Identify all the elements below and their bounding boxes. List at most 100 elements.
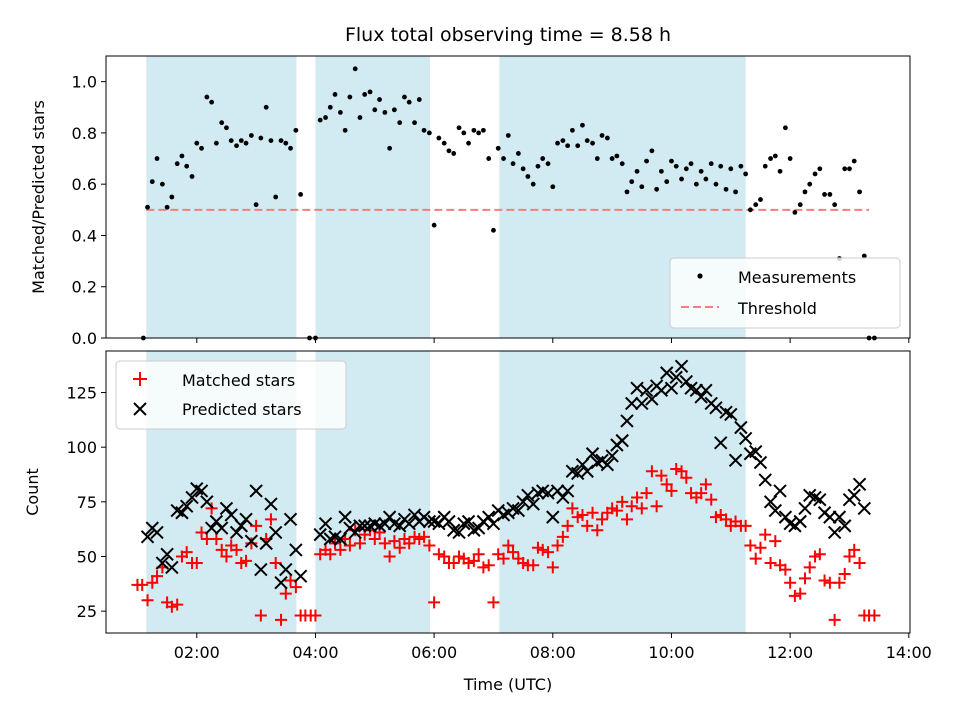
predicted-star-point bbox=[482, 510, 496, 524]
predicted-star-point bbox=[605, 449, 619, 463]
matched-star-point bbox=[868, 609, 881, 622]
top-plot-frame bbox=[105, 55, 911, 339]
measurement-point bbox=[426, 130, 432, 136]
matched-star-point bbox=[527, 559, 540, 572]
x-axis-label: Time (UTC) bbox=[463, 675, 552, 694]
predicted-star-point bbox=[724, 407, 738, 422]
measurement-point bbox=[753, 202, 759, 208]
measurement-point bbox=[372, 107, 378, 113]
matched-star-point bbox=[749, 552, 762, 565]
matched-star-point bbox=[625, 500, 638, 513]
matched-star-point bbox=[462, 557, 475, 570]
matched-star-point bbox=[472, 548, 485, 561]
predicted-stars-points bbox=[140, 359, 872, 590]
matched-star-point bbox=[269, 557, 282, 570]
measurement-point bbox=[179, 153, 185, 159]
matched-star-point bbox=[739, 519, 752, 532]
predicted-star-point bbox=[293, 569, 308, 583]
matched-star-point bbox=[675, 465, 688, 478]
predicted-star-point bbox=[452, 525, 466, 540]
matched-star-point bbox=[210, 533, 223, 545]
measurement-point bbox=[510, 161, 516, 167]
measurement-point bbox=[743, 171, 749, 177]
matched-star-point bbox=[482, 559, 495, 572]
measurement-point bbox=[857, 189, 862, 195]
matched-star-point bbox=[542, 546, 555, 559]
predicted-star-point bbox=[289, 543, 303, 557]
predicted-star-point bbox=[660, 366, 674, 380]
measurement-point bbox=[416, 97, 422, 102]
measurement-point bbox=[456, 125, 462, 131]
matched-star-point bbox=[754, 541, 767, 554]
predicted-star-point bbox=[674, 359, 689, 374]
measurement-point bbox=[530, 181, 536, 187]
measurement-point bbox=[535, 163, 541, 169]
measurement-point bbox=[777, 168, 783, 174]
measurement-point bbox=[288, 145, 293, 151]
matched-star-point bbox=[171, 598, 184, 611]
matched-star-point bbox=[507, 546, 520, 559]
matched-star-point bbox=[759, 528, 772, 541]
y-tick-label: 0.4 bbox=[72, 226, 97, 245]
matched-star-point bbox=[784, 576, 797, 589]
matched-star-point bbox=[383, 550, 396, 563]
predicted-star-point bbox=[575, 457, 590, 472]
predicted-star-point bbox=[838, 519, 852, 533]
predicted-star-point bbox=[699, 383, 713, 398]
predicted-star-point bbox=[852, 477, 867, 492]
matched-star-point bbox=[660, 478, 673, 491]
predicted-star-point bbox=[357, 519, 372, 533]
matched-star-point bbox=[744, 539, 757, 552]
predicted-star-point bbox=[832, 510, 847, 524]
predicted-star-point bbox=[639, 383, 654, 398]
measurement-point bbox=[787, 156, 793, 161]
matched-star-point bbox=[665, 484, 678, 497]
measurement-point bbox=[323, 115, 328, 120]
matched-star-point bbox=[388, 535, 401, 548]
matched-star-point bbox=[309, 609, 322, 622]
predicted-star-point bbox=[546, 510, 560, 524]
matched-star-point bbox=[245, 537, 258, 550]
measurement-point bbox=[768, 156, 773, 161]
predicted-star-point bbox=[758, 473, 772, 487]
matched-star-point bbox=[393, 541, 406, 554]
measurement-point bbox=[204, 94, 210, 100]
legend-matched-marker bbox=[133, 372, 147, 386]
predicted-star-point bbox=[813, 492, 827, 507]
measurement-point bbox=[832, 202, 838, 208]
measurement-point bbox=[145, 204, 150, 210]
measurement-point bbox=[391, 107, 397, 113]
predicted-star-point bbox=[516, 495, 530, 509]
measurement-point bbox=[357, 115, 363, 120]
matched-star-point bbox=[220, 550, 233, 563]
matched-star-point bbox=[699, 478, 712, 491]
matched-star-point bbox=[180, 546, 193, 559]
measurement-point bbox=[575, 143, 581, 149]
matched-star-point bbox=[788, 589, 801, 602]
matched-star-point bbox=[334, 543, 347, 556]
measurement-point bbox=[738, 163, 744, 169]
bottom-y-label: Count bbox=[23, 468, 42, 516]
matched-star-point bbox=[190, 557, 203, 570]
measurement-point bbox=[550, 184, 556, 190]
predicted-star-point bbox=[773, 484, 787, 498]
predicted-star-point bbox=[279, 562, 293, 577]
matched-star-point bbox=[264, 513, 277, 526]
predicted-star-point bbox=[442, 514, 456, 529]
predicted-star-point bbox=[200, 495, 214, 509]
matched-star-point bbox=[151, 570, 164, 583]
predicted-star-point bbox=[521, 488, 535, 502]
matched-star-point bbox=[423, 539, 436, 552]
measurement-point bbox=[174, 161, 180, 167]
measurement-point bbox=[624, 189, 630, 195]
predicted-star-point bbox=[560, 484, 575, 498]
matched-star-point bbox=[803, 561, 816, 574]
measurement-point bbox=[243, 140, 249, 146]
measurement-point bbox=[758, 197, 763, 202]
measurement-point bbox=[634, 168, 640, 174]
measurement-point bbox=[367, 89, 373, 95]
matched-star-point bbox=[838, 567, 851, 580]
matched-star-point bbox=[403, 537, 416, 550]
matched-star-point bbox=[556, 530, 569, 543]
y-tick-label: 75 bbox=[77, 493, 97, 512]
